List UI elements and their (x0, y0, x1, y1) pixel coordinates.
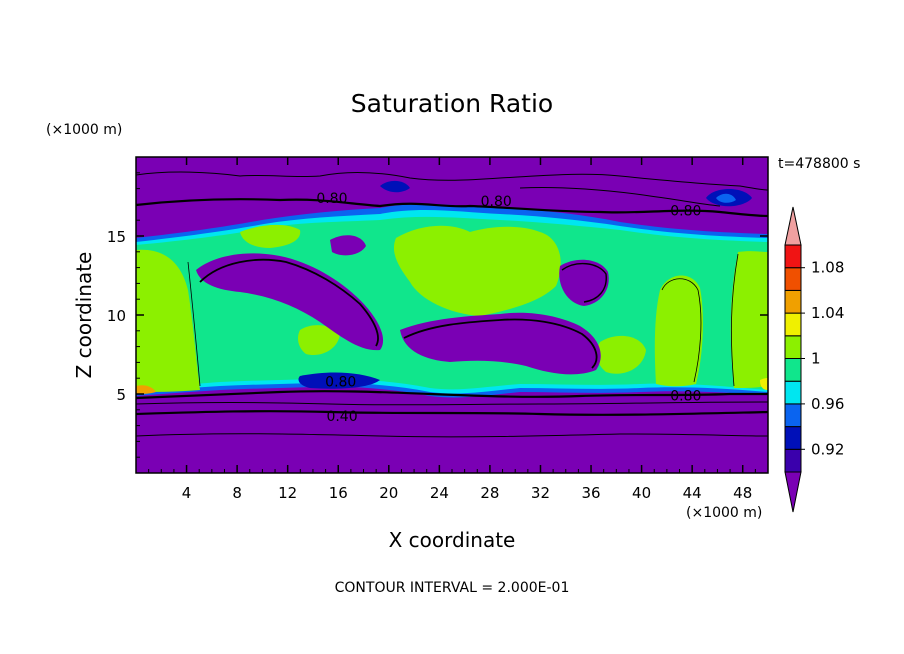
contour-label: 0.40 (326, 409, 357, 425)
x-tick-label: 36 (581, 484, 600, 502)
x-axis-label: X coordinate (389, 528, 516, 552)
supersat-center (393, 225, 561, 316)
dry-intrusion-right (559, 259, 609, 306)
contour-band-left (199, 258, 379, 347)
colorbar-tick-label: 1.04 (811, 304, 844, 322)
contour-lines (136, 171, 768, 438)
lower-fringe-blue (298, 372, 380, 389)
y-ticks: 5 10 15 (107, 172, 768, 458)
supersat-lower-mid (298, 325, 340, 356)
contour-lower-thin-2 (136, 433, 768, 438)
x-unit-label: (×1000 m) (686, 505, 762, 521)
colorbar-upper-extension (784, 206, 802, 246)
supersat-right-mid (654, 275, 703, 387)
right-edge-warm (760, 378, 768, 390)
colorbar: 0.92 0.96 1 1.04 1.08 (784, 206, 844, 513)
x-tick-label: 4 (182, 484, 192, 502)
colorbar-tick-label: 1.08 (811, 259, 844, 277)
x-tick-label: 32 (531, 484, 550, 502)
chart-title: Saturation Ratio (351, 89, 553, 118)
colorbar-box (784, 244, 802, 269)
supersat-left (136, 249, 200, 392)
x-tick-label: 8 (232, 484, 242, 502)
contour-lower-thin (136, 401, 768, 406)
colorbar-lower-extension (784, 471, 802, 513)
colorbar-box (784, 267, 802, 291)
colorbar-box (784, 426, 802, 450)
contour-label: 0.80 (316, 191, 347, 207)
dry-intrusion-center (400, 312, 601, 375)
contour-interval-footer: CONTOUR INTERVAL = 2.000E-01 (335, 580, 570, 596)
contour-label: 0.80 (325, 374, 356, 390)
x-tick-label: 40 (632, 484, 651, 502)
contour-lower-thick-2 (136, 410, 768, 416)
contour-green-right (730, 253, 739, 387)
colorbar-box (784, 380, 802, 405)
contour-band-center (403, 318, 598, 369)
supersat-right (730, 251, 768, 388)
dry-intrusion-left (196, 253, 384, 351)
y-tick-label: 15 (107, 228, 126, 246)
y-tick-label: 5 (116, 386, 126, 404)
contour-upper-thin-2 (519, 186, 721, 207)
contour-band-right (561, 263, 607, 303)
y-tick-label: 10 (107, 307, 126, 325)
y-axis-label: Z coordinate (72, 252, 96, 379)
y-unit-label: (×1000 m) (46, 122, 122, 138)
contour-upper-thick (136, 198, 768, 218)
supersat-upper (240, 224, 301, 248)
contour-lower-thick (136, 390, 768, 400)
contour-label: 0.80 (481, 194, 512, 210)
left-edge-warm (136, 385, 156, 394)
contour-label: 0.80 (670, 389, 701, 405)
x-tick-label: 24 (430, 484, 449, 502)
x-tick-label: 20 (379, 484, 398, 502)
x-tick-label: 12 (278, 484, 297, 502)
colorbar-tick-label: 1 (811, 350, 821, 368)
saturation-field: 0.80 0.80 0.80 0.80 0.80 0.40 (136, 157, 768, 473)
contour-green-right-mid (661, 278, 702, 383)
contour-labels: 0.80 0.80 0.80 0.80 0.80 0.40 (316, 191, 701, 425)
x-tick-label: 28 (480, 484, 499, 502)
colorbar-box (784, 448, 802, 473)
contour-green-left (187, 261, 201, 387)
colorbar-box (784, 289, 802, 314)
upper-right-cyan (716, 193, 736, 203)
supersat-lower-right (596, 335, 646, 374)
x-tick-label: 16 (329, 484, 348, 502)
x-ticks: 4 8 12 16 20 24 28 32 36 40 44 48 (148, 157, 756, 502)
colorbar-tick-label: 0.96 (811, 395, 844, 413)
x-tick-label: 44 (683, 484, 702, 502)
contour-upper-thin (136, 171, 768, 191)
time-label: t=478800 s (778, 156, 860, 172)
contour-label: 0.80 (670, 204, 701, 220)
upper-blue-patch (380, 180, 410, 193)
dry-intrusion-small (330, 235, 366, 256)
x-tick-label: 48 (733, 484, 752, 502)
colorbar-box (784, 403, 802, 428)
colorbar-box (784, 335, 802, 359)
colorbar-tick-label: 0.92 (811, 440, 844, 458)
colorbar-box (784, 358, 802, 382)
colorbar-box (784, 312, 802, 337)
